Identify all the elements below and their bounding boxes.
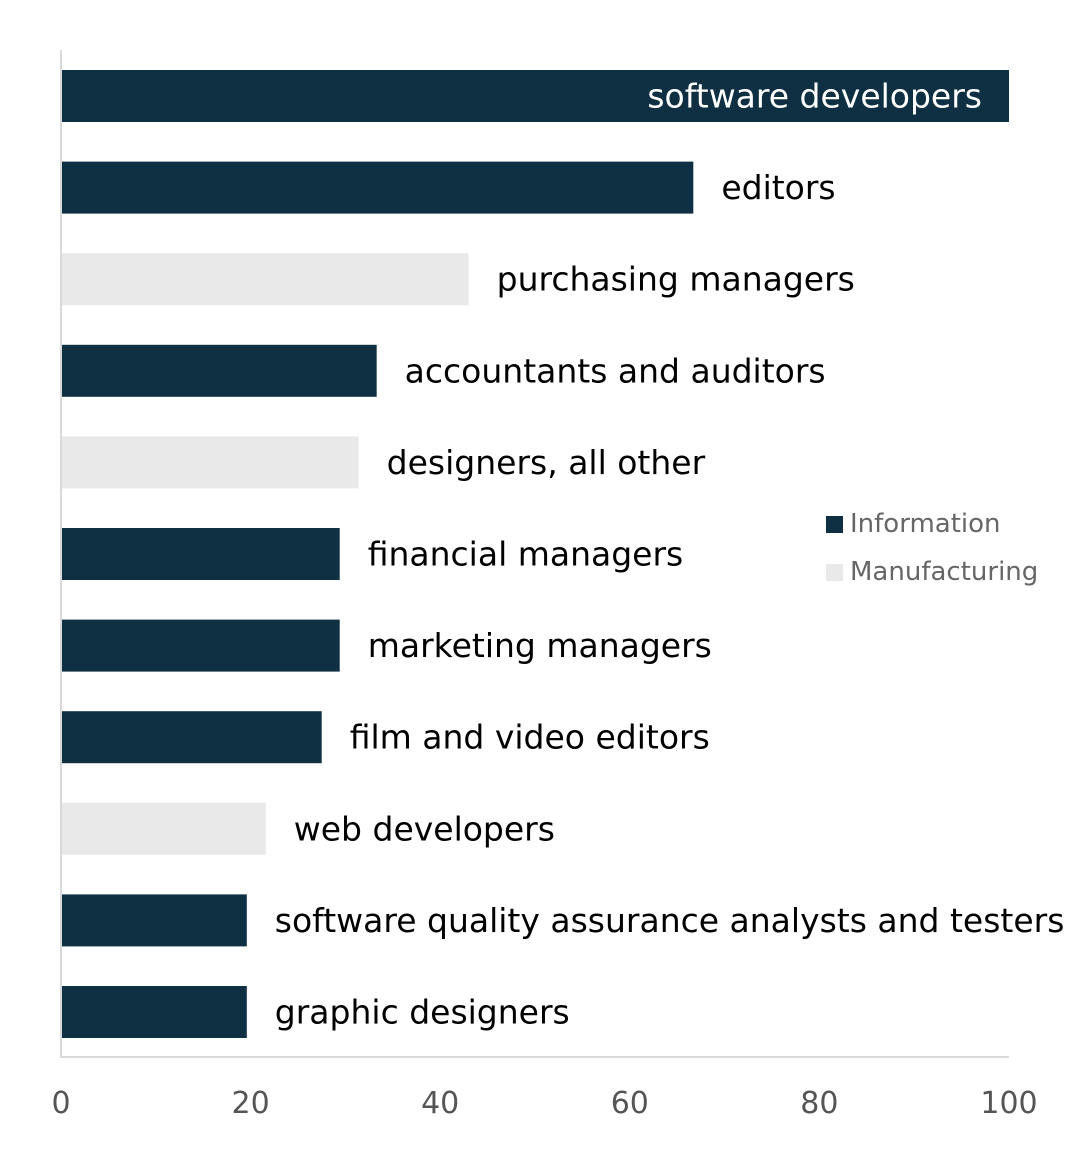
bar-5 <box>61 528 340 580</box>
bars-group <box>61 70 1009 1038</box>
bar-10 <box>61 986 247 1038</box>
x-tick-labels-group: 0 20 40 60 80 100 <box>51 1086 1037 1121</box>
bar-label-5: financial managers <box>368 535 684 574</box>
legend-label-1: Manufacturing <box>850 557 1038 587</box>
bar-3 <box>61 344 377 397</box>
bar-label-4: designers, all other <box>387 443 706 482</box>
bar-label-7: film and video editors <box>350 718 710 757</box>
x-tick-label-0: 0 <box>51 1086 70 1121</box>
bar-0 <box>61 70 1009 122</box>
category-labels-group: software developers editors purchasing man… <box>275 77 1065 1032</box>
x-tick-label-1: 20 <box>232 1086 270 1121</box>
bar-label-6: marketing managers <box>368 626 712 665</box>
bar-6 <box>61 619 340 672</box>
bar-8 <box>61 802 266 855</box>
bar-9 <box>61 894 247 947</box>
bar-label-9: software quality assurance analysts and … <box>275 901 1065 940</box>
bar-label-2: purchasing managers <box>497 260 855 299</box>
bar-label-3: accountants and auditors <box>405 351 826 390</box>
bar-2 <box>61 253 469 306</box>
legend: Information Manufacturing <box>826 509 1038 587</box>
x-tick-label-2: 40 <box>421 1086 459 1121</box>
bar-1 <box>61 161 694 214</box>
bar-4 <box>61 436 359 489</box>
bar-label-10: graphic designers <box>275 993 570 1032</box>
bar-label-8: web developers <box>294 809 555 848</box>
legend-label-0: Information <box>850 509 1001 539</box>
legend-swatch-0 <box>826 516 843 533</box>
bar-label-0: software developers <box>647 77 982 116</box>
legend-swatch-1 <box>826 564 843 581</box>
bar-7 <box>61 711 322 764</box>
x-tick-label-4: 80 <box>800 1086 838 1121</box>
x-tick-label-3: 60 <box>611 1086 649 1121</box>
bar-label-1: editors <box>721 168 835 207</box>
x-tick-label-5: 100 <box>980 1086 1037 1121</box>
